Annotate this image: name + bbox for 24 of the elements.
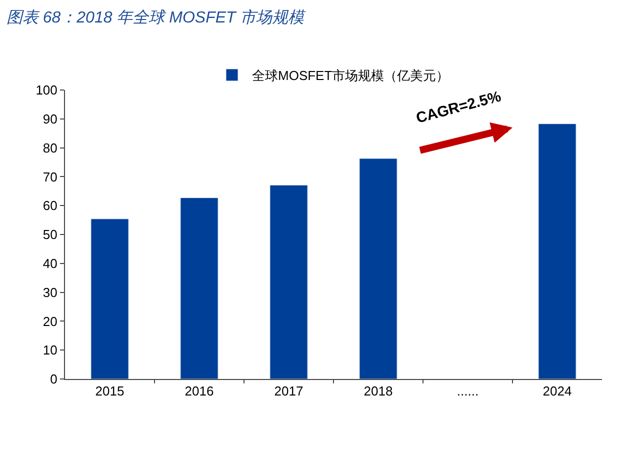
x-tick-label: ......	[456, 384, 479, 399]
x-tick-label: 2017	[274, 384, 304, 399]
y-tick-label: 20	[42, 314, 58, 329]
bar	[270, 184, 308, 379]
x-tick-label: 2018	[364, 384, 393, 399]
y-tick-label: 50	[42, 227, 58, 242]
bar	[180, 198, 218, 379]
y-tick-label: 0	[50, 372, 58, 387]
y-tick-label: 100	[36, 82, 58, 98]
y-tick-label: 60	[42, 198, 58, 214]
bar	[359, 158, 398, 379]
chart-title: 图表 68：2018 年全球 MOSFET 市场规模	[6, 8, 306, 26]
y-tick-label: 90	[42, 111, 58, 126]
x-tick-label: 2016	[184, 384, 214, 399]
y-tick-label: 80	[42, 140, 58, 156]
x-tick-label: 2024	[542, 384, 572, 399]
y-tick-label: 10	[42, 342, 58, 358]
y-tick-label: 40	[42, 256, 58, 271]
x-tick-label: 2015	[95, 384, 124, 399]
y-tick-label: 70	[42, 169, 58, 184]
bar	[90, 218, 129, 379]
legend-label: 全球MOSFET市场规模（亿美元）	[252, 68, 450, 84]
y-tick-label: 30	[42, 284, 58, 300]
bar	[538, 124, 576, 379]
